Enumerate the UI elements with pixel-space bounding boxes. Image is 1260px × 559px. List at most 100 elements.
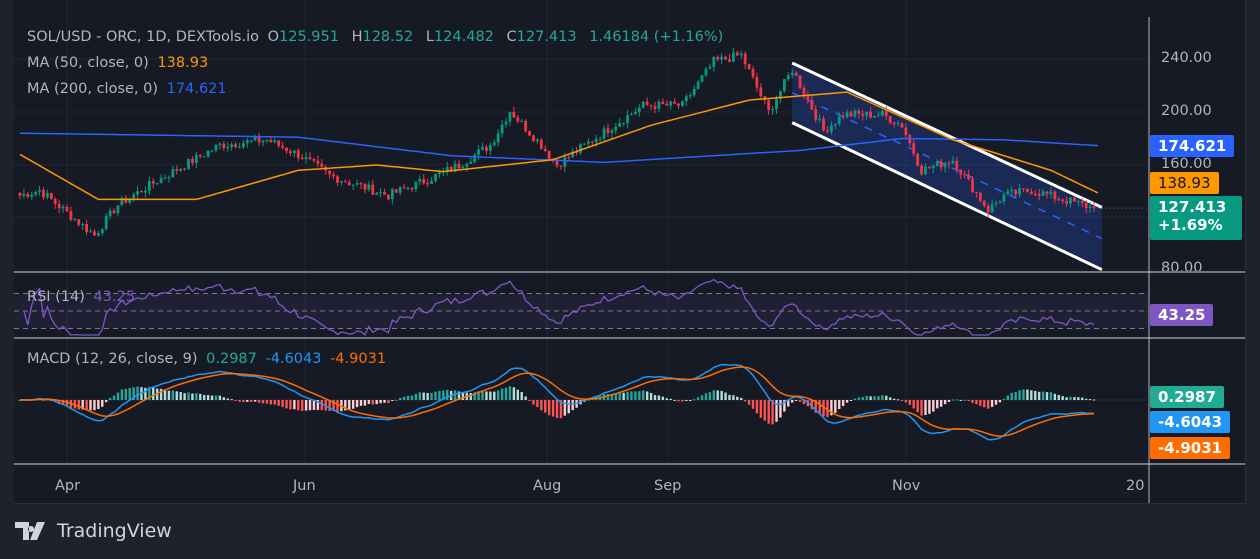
macd-histogram-bar — [297, 400, 300, 411]
candle — [108, 210, 112, 216]
rsi-legend[interactable]: RSI (14) 43.25 — [27, 289, 139, 305]
candle — [363, 183, 367, 190]
candle — [810, 99, 814, 110]
candle — [696, 81, 700, 90]
candle — [728, 59, 731, 62]
candle — [300, 157, 304, 160]
candle — [708, 66, 712, 69]
macd-histogram-bar — [638, 391, 641, 400]
macd-legend[interactable]: MACD (12, 26, close, 9) 0.2987 -4.6043 -… — [27, 351, 390, 367]
macd-histogram-bar — [571, 400, 574, 411]
candle — [202, 156, 206, 158]
ohlc-open: O125.951 — [268, 29, 343, 45]
macd-histogram-bar — [226, 398, 229, 400]
macd-histogram-bar — [987, 400, 990, 409]
macd-hist-tag: 0.2987 — [1150, 386, 1224, 408]
macd-histogram-bar — [618, 392, 621, 400]
macd-histogram-bar — [222, 397, 225, 400]
macd-histogram-bar — [681, 400, 684, 402]
candle — [194, 154, 198, 164]
candle — [688, 95, 692, 97]
candle — [85, 223, 88, 232]
macd-histogram-bar — [257, 400, 261, 403]
price-tick: 80.00 — [1161, 260, 1203, 271]
candle — [598, 138, 602, 140]
candle — [69, 211, 73, 220]
macd-histogram-bar — [144, 387, 147, 400]
macd-histogram-bar — [587, 399, 590, 401]
candle — [469, 161, 473, 164]
candle — [26, 193, 30, 197]
candle — [198, 154, 202, 157]
candle — [53, 198, 57, 204]
candle — [841, 116, 845, 118]
candle — [994, 202, 998, 205]
candle — [586, 141, 590, 144]
candle — [669, 101, 673, 106]
candle — [986, 205, 990, 213]
macd-histogram-bar — [273, 400, 276, 405]
candle — [206, 150, 210, 157]
candle — [826, 130, 829, 132]
macd-histogram-bar — [653, 395, 657, 400]
macd-histogram-bar — [814, 400, 817, 413]
candle — [1076, 201, 1080, 203]
chart-frame[interactable] — [14, 0, 1246, 504]
candle — [704, 68, 708, 76]
macd-histogram-bar — [508, 386, 512, 400]
ma50-price-tag: 138.93 — [1150, 172, 1219, 194]
candle — [618, 123, 622, 127]
candle — [343, 181, 347, 183]
candle — [269, 139, 273, 143]
candle — [547, 150, 551, 159]
ma200-legend[interactable]: MA (200, close, 0) 174.621 — [27, 81, 231, 97]
channel-lower-line — [791, 121, 1103, 272]
candle — [390, 189, 394, 200]
macd-histogram-bar — [947, 400, 951, 402]
candle — [179, 168, 183, 171]
macd-histogram-bar — [269, 400, 273, 405]
ohlc-close: C127.413 — [507, 29, 581, 45]
macd-histogram-bar — [700, 395, 704, 400]
macd-histogram-bar — [477, 391, 480, 400]
candle — [379, 192, 382, 194]
macd-histogram-bar — [544, 400, 547, 413]
macd-histogram-bar — [281, 400, 284, 408]
macd-histogram-bar — [610, 393, 614, 400]
candle — [457, 163, 461, 169]
ma200-price-tag: 174.621 — [1150, 135, 1235, 157]
candle — [277, 140, 281, 146]
candle — [822, 118, 825, 131]
macd-histogram-bar — [524, 396, 527, 400]
candle — [684, 96, 688, 102]
macd-signal-line — [19, 366, 1095, 437]
ma200-label: MA (200, close, 0) — [27, 81, 159, 97]
ma50-legend[interactable]: MA (50, close, 0) 138.93 — [27, 55, 212, 71]
candle — [410, 187, 414, 190]
macd-histogram-bar — [936, 400, 939, 409]
tradingview-logo[interactable]: TradingView — [15, 520, 172, 542]
candle — [308, 157, 312, 160]
candle — [304, 157, 308, 160]
macd-histogram-bar — [767, 400, 770, 424]
macd-histogram-bar — [1077, 397, 1080, 400]
macd-histogram-bar — [885, 395, 888, 400]
candle — [571, 151, 575, 158]
candle — [971, 178, 974, 193]
macd-histogram-bar — [320, 400, 323, 411]
macd-histogram-bar — [720, 390, 723, 400]
macd-histogram-bar — [845, 400, 849, 403]
candle — [1065, 201, 1068, 204]
macd-histogram-bar — [892, 398, 896, 400]
candle — [1073, 197, 1076, 202]
candle — [151, 180, 155, 184]
macd-histogram-bar — [1069, 396, 1072, 400]
macd-histogram-bar — [736, 396, 739, 400]
candle — [292, 150, 296, 154]
macd-histogram-bar — [916, 400, 919, 413]
macd-histogram-bar — [779, 400, 782, 418]
macd-histogram-bar — [442, 390, 445, 400]
macd-histogram-bar — [253, 400, 257, 402]
macd-histogram-bar — [493, 391, 496, 400]
